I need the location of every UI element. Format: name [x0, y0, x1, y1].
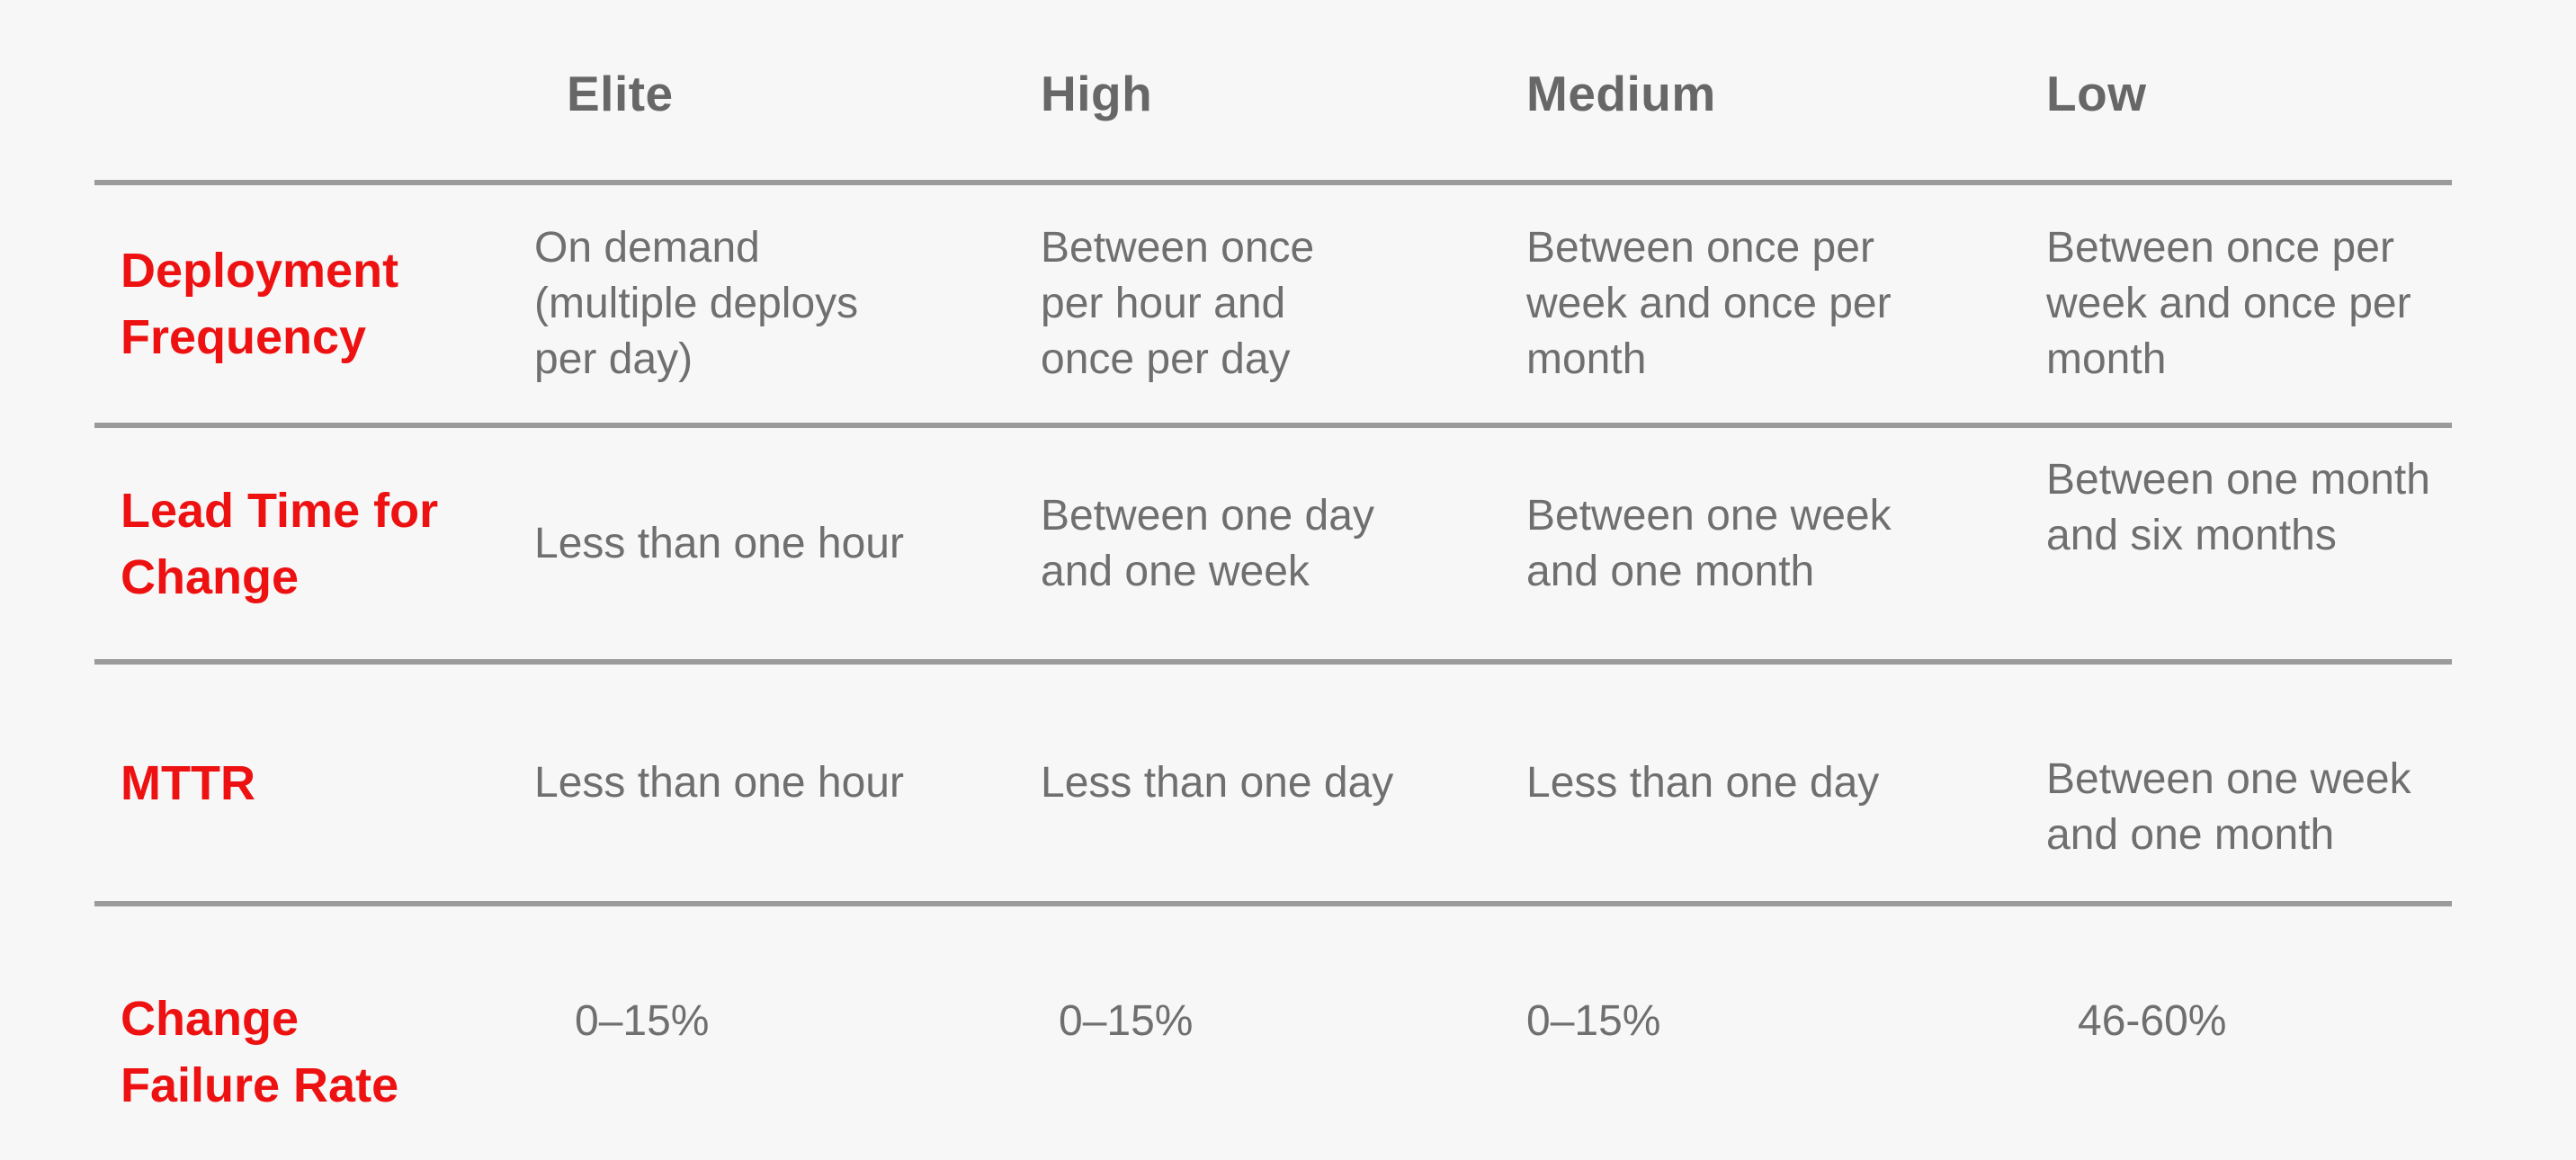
table-cell: Between one day and one week — [1041, 491, 1374, 595]
table-cell: Between one week and one month — [2046, 754, 2411, 859]
table-cell: 0–15% — [575, 996, 710, 1045]
table-cell: Between once per week and once per month — [1526, 224, 1892, 383]
dora-metrics-table: Elite High Medium Low Deployment Frequen… — [94, 0, 2452, 1159]
table-cell: Less than one day — [1526, 758, 1880, 807]
table-cell: 0–15% — [1526, 996, 1661, 1045]
metric-label-deployment-frequency: Deployment Frequency — [121, 244, 399, 364]
table-row-change-failure-rate: Change Failure Rate 0–15% 0–15% 0–15% 46… — [94, 906, 2452, 1159]
table-cell: Less than one hour — [534, 519, 904, 567]
column-header-medium: Medium — [1526, 66, 1716, 121]
column-header-high: High — [1041, 66, 1153, 121]
table-row-mttr: MTTR Less than one hour Less than one da… — [94, 665, 2452, 906]
header-row: Elite High Medium Low — [94, 0, 2452, 185]
table-cell: 46-60% — [2078, 996, 2227, 1045]
table-row-deployment-frequency: Deployment Frequency On demand (multiple… — [94, 185, 2452, 428]
table-cell: Between once per hour and once per day — [1041, 224, 1315, 383]
table-row-lead-time-for-change: Lead Time for Change Less than one hour … — [94, 428, 2452, 665]
table-cell: Between one week and one month — [1526, 491, 1892, 595]
table-cell: Between one month and six months — [2046, 455, 2430, 559]
metric-label-change-failure-rate: Change Failure Rate — [121, 991, 399, 1112]
header-spacer — [94, 0, 534, 180]
table-cell: Between once per week and once per month — [2046, 224, 2411, 383]
column-header-low: Low — [2046, 66, 2147, 121]
table-cell: On demand (multiple deploys per day) — [534, 224, 859, 383]
metric-label-mttr: MTTR — [121, 755, 255, 810]
column-header-elite: Elite — [567, 66, 674, 121]
metric-label-lead-time-for-change: Lead Time for Change — [121, 483, 439, 604]
table-cell: 0–15% — [1059, 996, 1194, 1045]
table-cell: Less than one day — [1041, 758, 1394, 807]
table-cell: Less than one hour — [534, 758, 904, 807]
